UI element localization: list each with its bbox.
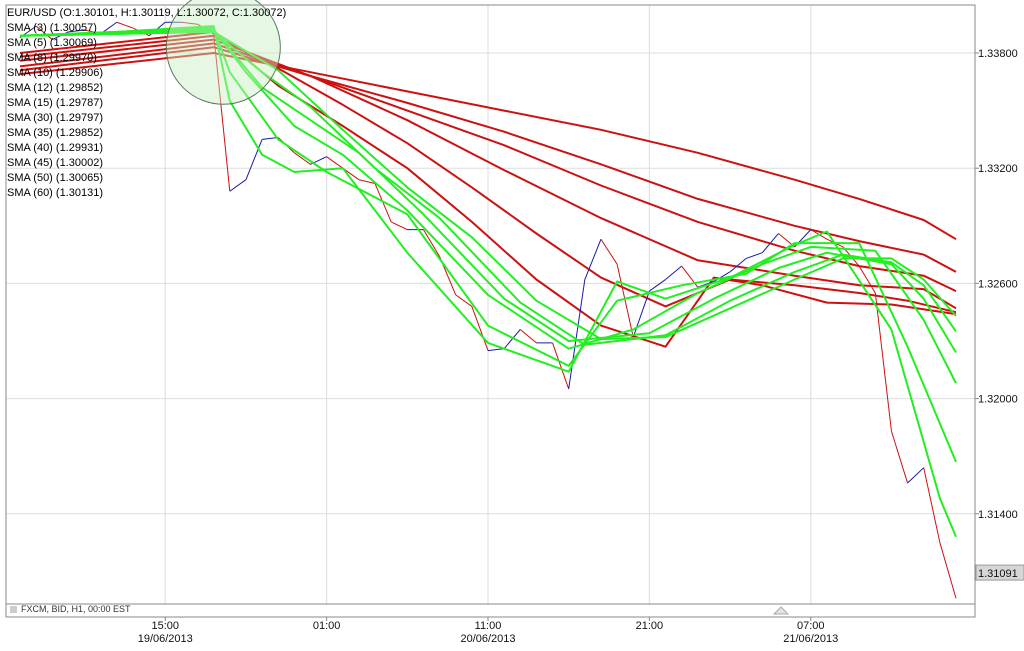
price-segment: [584, 239, 602, 280]
price-segment: [665, 265, 682, 280]
y-axis: 1.33800 1.33200 1.32600 1.32000 1.31400 1.310…: [975, 48, 1024, 581]
price-segment: [374, 183, 392, 223]
legend-entry: SMA (45) (1.30002): [7, 157, 103, 169]
legend-entry: SMA (12) (1.29852): [7, 82, 103, 94]
price-segment: [616, 264, 634, 338]
legend-entry: SMA (40) (1.29931): [7, 142, 103, 154]
price-segment: [632, 290, 650, 338]
sma-line-15: [19, 30, 957, 341]
legend: EUR/USD (O:1.30101, H:1.30119, L:1.30072…: [7, 7, 286, 199]
sma-line-35: [19, 34, 957, 314]
price-segment: [907, 467, 925, 484]
price-segment: [294, 152, 311, 165]
grid-lines: [6, 5, 975, 604]
sma-line-5: [19, 27, 957, 463]
legend-entry: SMA (15) (1.29787): [7, 97, 103, 109]
chart-title: EUR/USD (O:1.30101, H:1.30119, L:1.30072…: [7, 7, 286, 19]
price-segment: [358, 179, 376, 185]
last-price-label: 1.31091: [978, 568, 1018, 580]
price-segment: [761, 233, 779, 253]
price-segment: [116, 21, 134, 29]
price-segment: [423, 229, 441, 257]
x-tick-date: 20/06/2013: [460, 633, 515, 645]
legend-entry: SMA (35) (1.29852): [7, 127, 103, 139]
legend-entry: SMA (30) (1.29797): [7, 112, 103, 124]
price-segment: [890, 431, 909, 484]
scroll-handle-icon[interactable]: [772, 606, 790, 615]
price-segment: [487, 348, 505, 352]
footer-square-icon: [10, 606, 17, 613]
price-segment: [390, 221, 408, 231]
legend-entry: SMA (60) (1.30131): [7, 187, 103, 199]
x-tick-date: 19/06/2013: [138, 633, 193, 645]
x-tick-time: 01:00: [313, 620, 341, 632]
fast-sma-lines: [19, 25, 957, 538]
price-segment: [68, 29, 85, 33]
price-segment: [649, 279, 666, 292]
price-segment: [213, 33, 231, 192]
price-line: [19, 21, 957, 599]
footer-bar: [5, 603, 976, 618]
price-segment: [939, 542, 957, 599]
price-segment: [503, 329, 521, 349]
price-segment: [519, 329, 537, 344]
legend-entry: SMA (3) (1.30057): [7, 22, 97, 34]
footer-info: FXCM, BID, H1, 00:00 EST: [21, 604, 131, 614]
price-segment: [552, 342, 570, 390]
price-segment: [746, 252, 763, 259]
price-segment: [471, 306, 489, 351]
sma-line-60: [19, 52, 957, 241]
price-segment: [262, 136, 279, 140]
y-tick-label: 1.31400: [978, 509, 1018, 521]
legend-entry: SMA (8) (1.29970): [7, 52, 97, 64]
price-segment: [245, 139, 263, 180]
price-segment: [326, 156, 344, 169]
x-tick-time: 21:00: [636, 620, 664, 632]
y-tick-label: 1.33200: [978, 163, 1018, 175]
price-segment: [874, 292, 892, 432]
legend-entry: SMA (5) (1.30069): [7, 37, 97, 49]
price-segment: [923, 467, 941, 543]
price-segment: [729, 258, 747, 273]
x-tick-time: 11:00: [475, 620, 502, 632]
y-tick-label: 1.32600: [978, 278, 1018, 290]
price-segment: [600, 238, 618, 265]
price-segment: [35, 25, 53, 40]
x-tick-time: 15:00: [151, 620, 179, 632]
price-segment: [455, 294, 473, 307]
y-tick-label: 1.33800: [978, 48, 1018, 60]
x-tick-time: 07:00: [797, 620, 825, 632]
price-segment: [568, 279, 586, 390]
last-price-badge: [975, 564, 1024, 581]
legend-entry: SMA (50) (1.30065): [7, 172, 103, 184]
price-segment: [858, 265, 876, 294]
sma-line-8: [19, 29, 957, 384]
legend-entry: SMA (10) (1.29906): [7, 67, 103, 79]
x-tick-date: 21/06/2013: [783, 633, 838, 645]
price-segment: [181, 21, 198, 25]
highlight-ring: [165, 0, 281, 105]
price-segment: [229, 179, 247, 192]
highlight-circle: [165, 0, 281, 105]
y-tick-label: 1.32000: [978, 394, 1018, 406]
